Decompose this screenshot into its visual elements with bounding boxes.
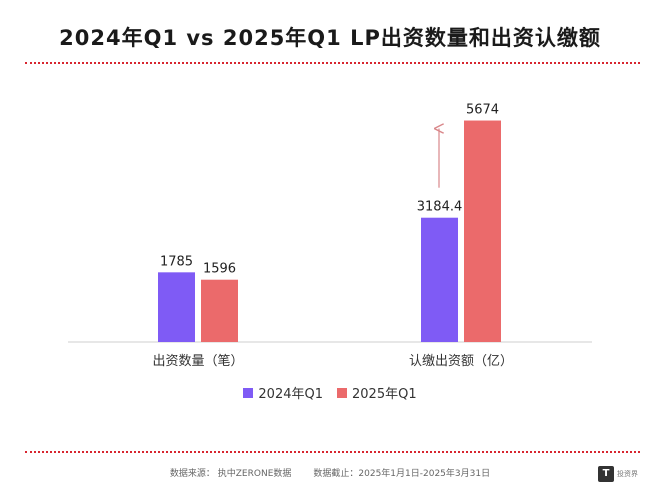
- top-dotted-divider: [25, 62, 640, 64]
- data-label-s0-c0: 1785: [160, 254, 193, 269]
- brand-logo-mark: T: [598, 466, 614, 482]
- chart-legend: 2024年Q1 2025年Q1: [0, 383, 660, 402]
- bar-s0-c1: [421, 217, 458, 342]
- category-label-1: 认缴出资额（亿）: [409, 354, 513, 369]
- legend-swatch-2024q1: [243, 387, 254, 398]
- bottom-dotted-divider: [25, 451, 640, 453]
- data-source-text: 数据来源： 执中ZERONE数据: [169, 469, 292, 479]
- data-label-s0-c1: 3184.4: [417, 200, 463, 215]
- bar-s0-c0: [158, 272, 195, 342]
- legend-label-2024q1: 2024年Q1: [258, 387, 323, 402]
- category-label-0: 出资数量（笔）: [152, 353, 243, 369]
- data-cutoff-text: 数据截止：2025年1月1日-2025年3月31日: [313, 469, 491, 479]
- data-label-s1-c1: 5674: [466, 103, 499, 118]
- data-label-s1-c0: 1596: [203, 262, 236, 277]
- legend-item-2025q1: 2025年Q1: [337, 383, 417, 402]
- legend-swatch-2025q1: [337, 387, 347, 398]
- bar-s1-c1: [464, 120, 501, 342]
- brand-logo: T 投资界: [598, 466, 638, 482]
- footer: 数据来源： 执中ZERONE数据 数据截止：2025年1月1日-2025年3月3…: [0, 466, 660, 479]
- legend-label-2025q1: 2025年Q1: [352, 387, 417, 402]
- chart-title: 2024年Q1 vs 2025年Q1 LP出资数量和出资认缴额: [59, 26, 601, 50]
- brand-logo-text: 投资界: [617, 470, 638, 478]
- legend-item-2024q1: 2024年Q1: [243, 383, 323, 402]
- bar-s1-c0: [201, 279, 238, 342]
